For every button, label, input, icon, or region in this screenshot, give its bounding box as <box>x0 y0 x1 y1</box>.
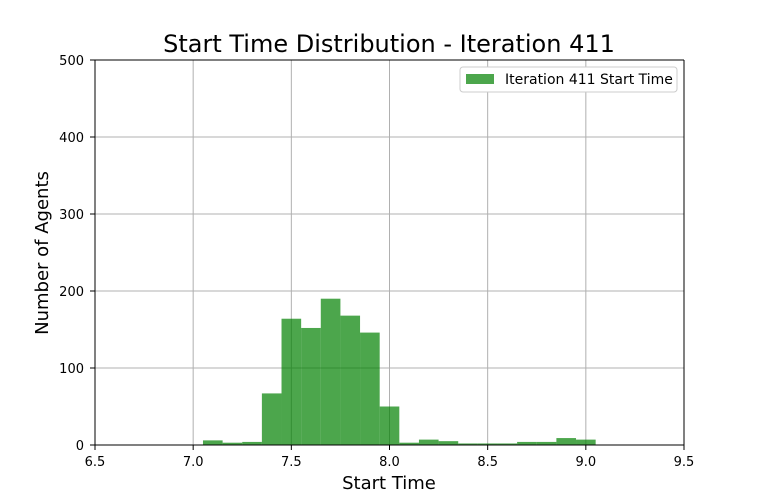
histogram-bar-17 <box>517 441 537 445</box>
legend-label: Iteration 411 Start Time <box>505 72 673 88</box>
legend: Iteration 411 Start Time <box>459 66 678 93</box>
y-tick-label-400: 400 <box>59 131 84 146</box>
histogram-bar-4 <box>261 393 282 445</box>
x-tick-label-9.0: 9.0 <box>575 455 596 470</box>
x-tick-label-8.0: 8.0 <box>379 455 400 470</box>
histogram-bar-7 <box>320 298 341 445</box>
legend-swatch <box>466 74 494 84</box>
y-tick-label-200: 200 <box>59 285 84 300</box>
grid-layer <box>94 59 685 446</box>
legend-box <box>459 66 678 93</box>
histogram-bar-18 <box>536 441 557 445</box>
tick-layer: 6.5 7.0 7.5 8.0 8.5 9.0 9.5 0 100 200 300 400 500 <box>59 54 694 470</box>
histogram-bar-6 <box>301 327 321 445</box>
histogram-bar-10 <box>379 406 400 445</box>
y-tick-label-0: 0 <box>76 439 84 454</box>
x-tick-label-8.5: 8.5 <box>477 455 498 470</box>
chart-title: Start Time Distribution - Iteration 411 <box>163 30 615 58</box>
histogram-bar-5 <box>281 318 302 445</box>
histogram-bar-13 <box>438 441 459 445</box>
y-axis-label: Number of Agents <box>32 171 53 335</box>
histogram-bar-3 <box>242 441 262 445</box>
histogram-bar-8 <box>340 315 361 445</box>
histogram-bar-15 <box>477 443 498 445</box>
x-tick-label-6.5: 6.5 <box>85 455 106 470</box>
x-tick-label-9.5: 9.5 <box>674 455 695 470</box>
histogram-bar-2 <box>222 442 243 445</box>
x-tick-label-7.0: 7.0 <box>183 455 204 470</box>
histogram-bar-14 <box>458 443 478 445</box>
bar-layer <box>202 298 596 445</box>
x-axis-label: Start Time <box>342 473 436 494</box>
y-tick-label-100: 100 <box>59 362 84 377</box>
histogram-bar-19 <box>556 438 577 445</box>
y-tick-label-300: 300 <box>59 208 84 223</box>
histogram-bar-9 <box>360 332 380 445</box>
histogram-bar-11 <box>399 442 419 445</box>
x-tick-label-7.5: 7.5 <box>281 455 302 470</box>
histogram-bar-16 <box>497 443 518 445</box>
y-tick-label-500: 500 <box>59 54 84 69</box>
histogram-bar-20 <box>576 439 596 445</box>
histogram-bar-12 <box>418 439 439 445</box>
histogram-bar-1 <box>202 440 223 445</box>
